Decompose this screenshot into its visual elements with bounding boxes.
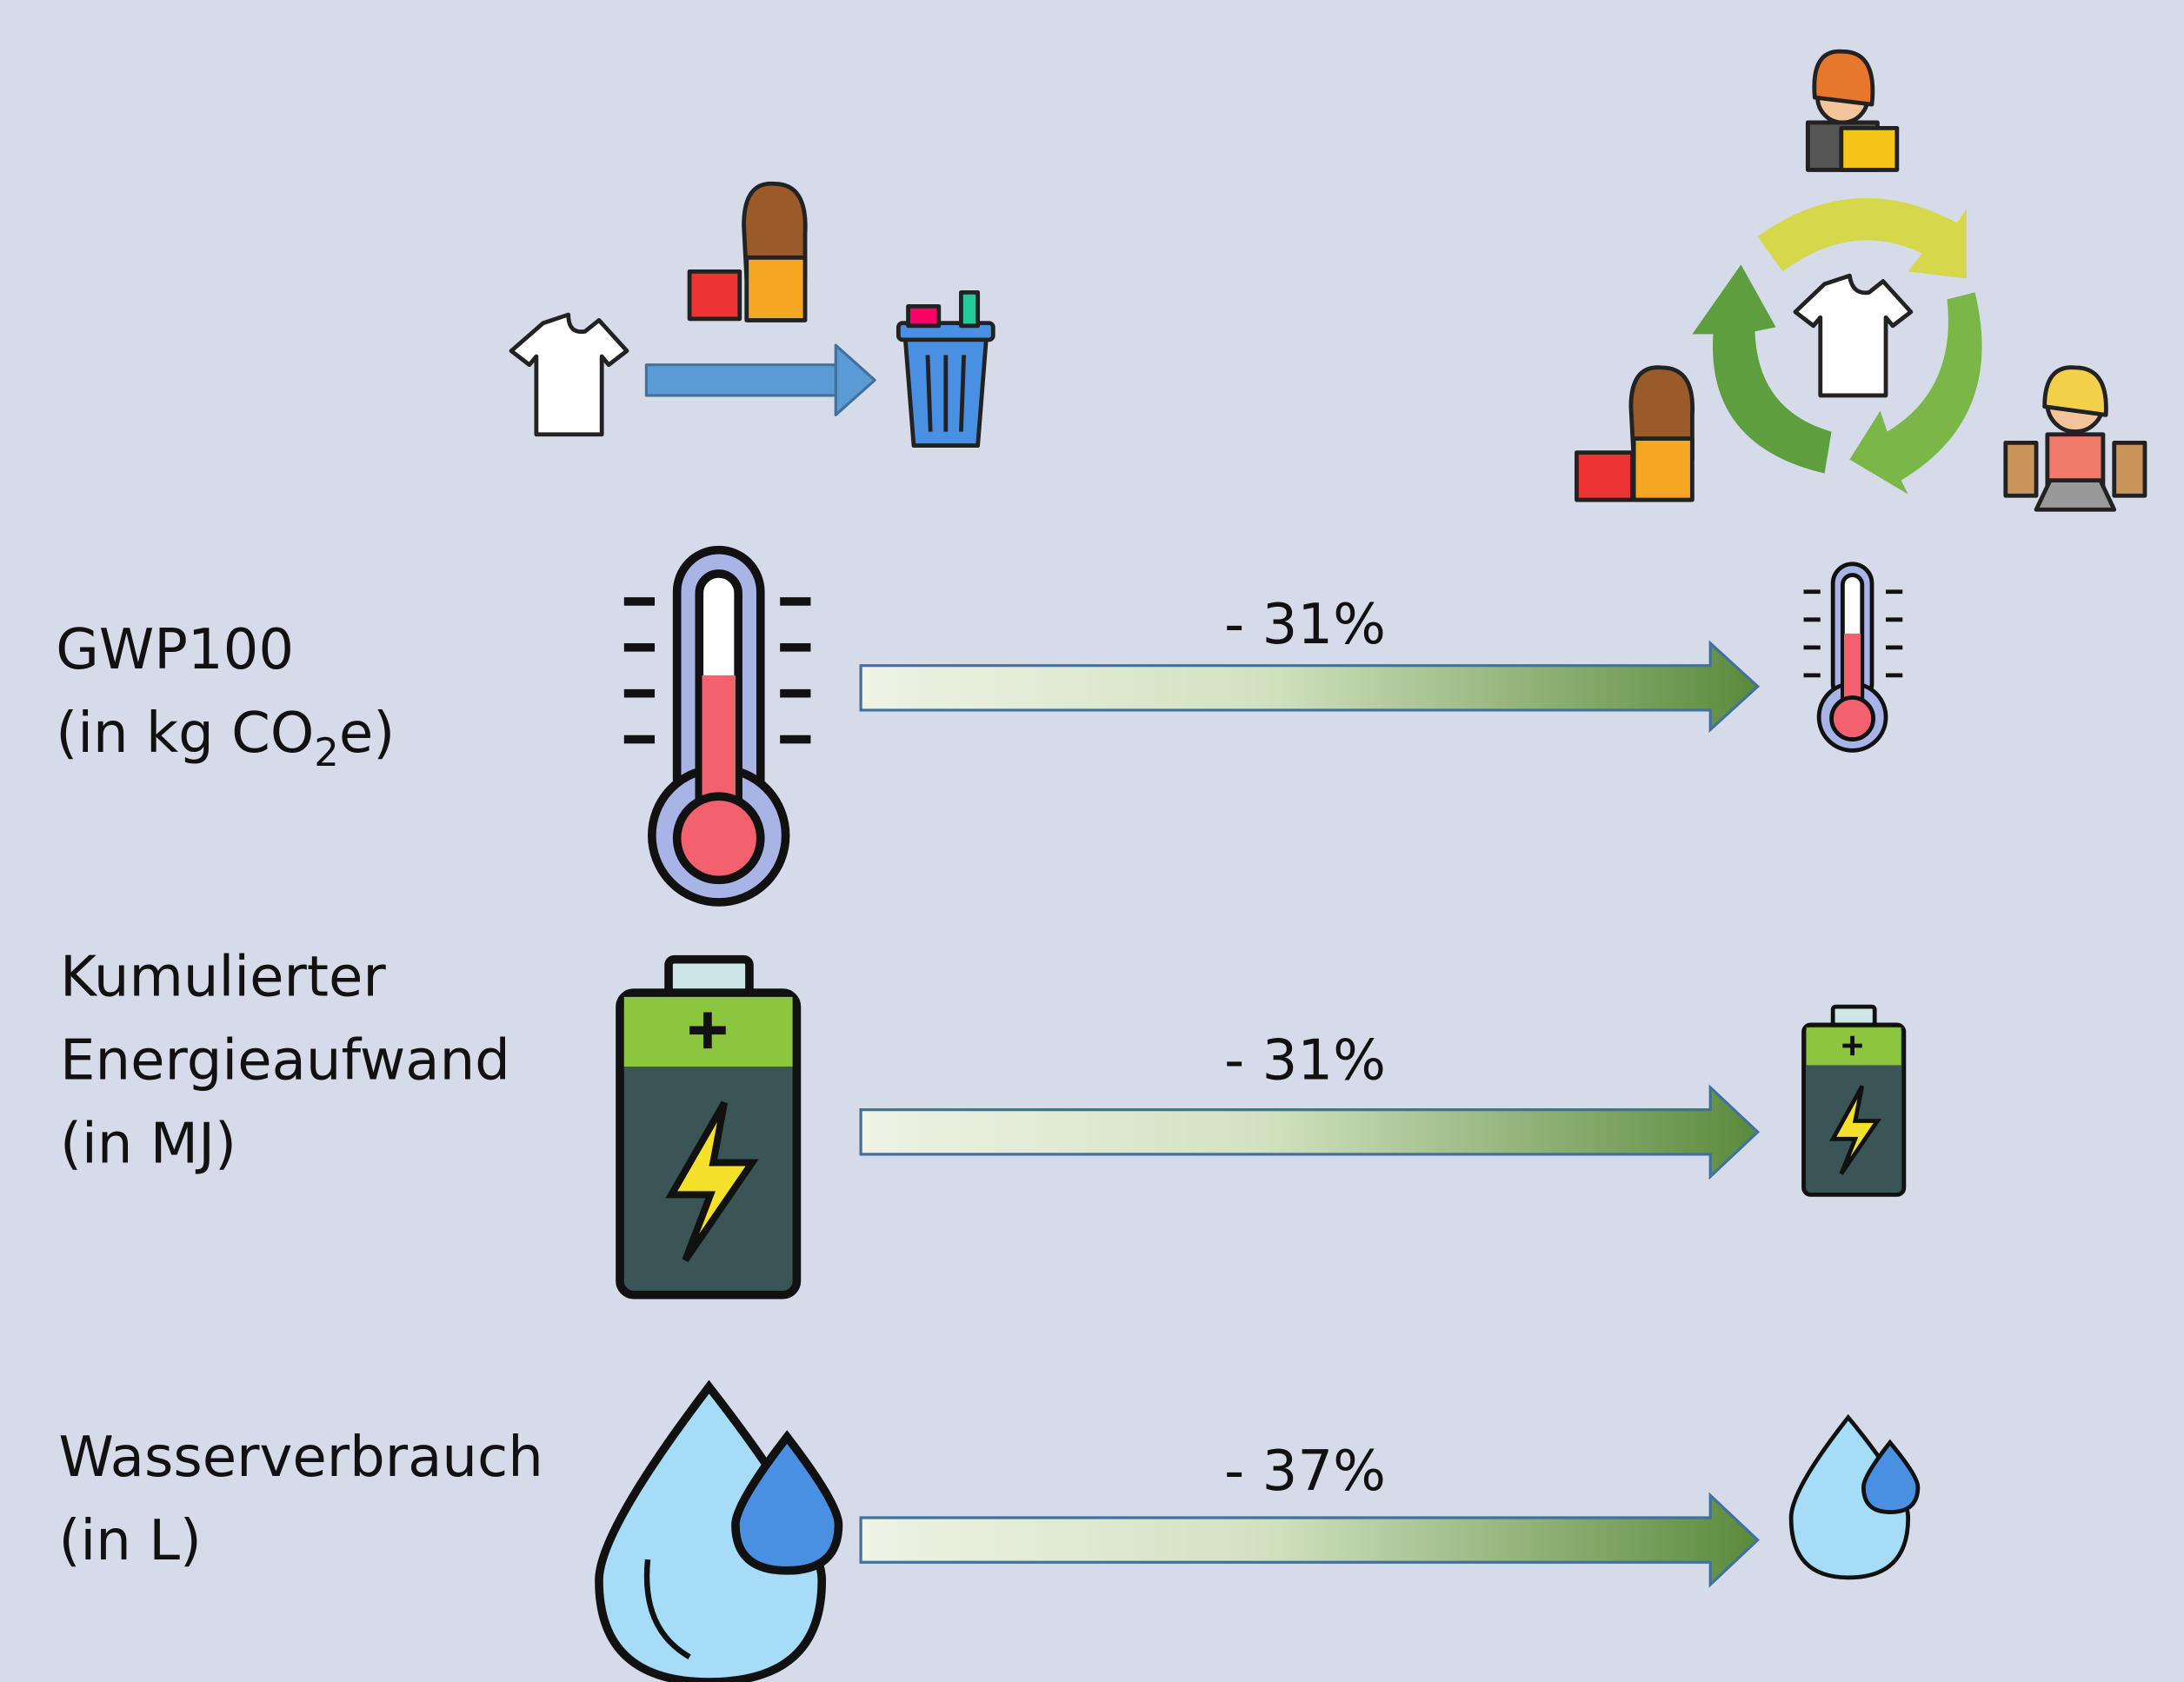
unit-subscript: 2: [314, 729, 339, 775]
row-label: (in L): [58, 1509, 201, 1573]
reduction-label: - 31%: [1224, 593, 1386, 657]
row-label: (in MJ): [60, 1113, 236, 1177]
unit-text: e): [339, 701, 395, 766]
row-label: GWP100: [56, 618, 294, 682]
row-label: Wasserverbrauch: [58, 1426, 543, 1490]
row-label: Energieaufwand: [60, 1028, 510, 1093]
row-label: Kumulierter: [60, 945, 386, 1009]
row-unit: (in kg CO2e): [56, 701, 395, 775]
reduction-label: - 31%: [1224, 1028, 1386, 1093]
battery-small: [1804, 1007, 1904, 1194]
unit-text: (in kg CO: [56, 701, 314, 766]
page: GWP100 (in kg CO2e) - 31% Kumulierter En…: [0, 0, 2184, 1682]
infographic: GWP100 (in kg CO2e) - 31% Kumulierter En…: [0, 0, 2184, 1682]
battery-large: [620, 960, 796, 1295]
reduction-label: - 37%: [1224, 1439, 1386, 1504]
